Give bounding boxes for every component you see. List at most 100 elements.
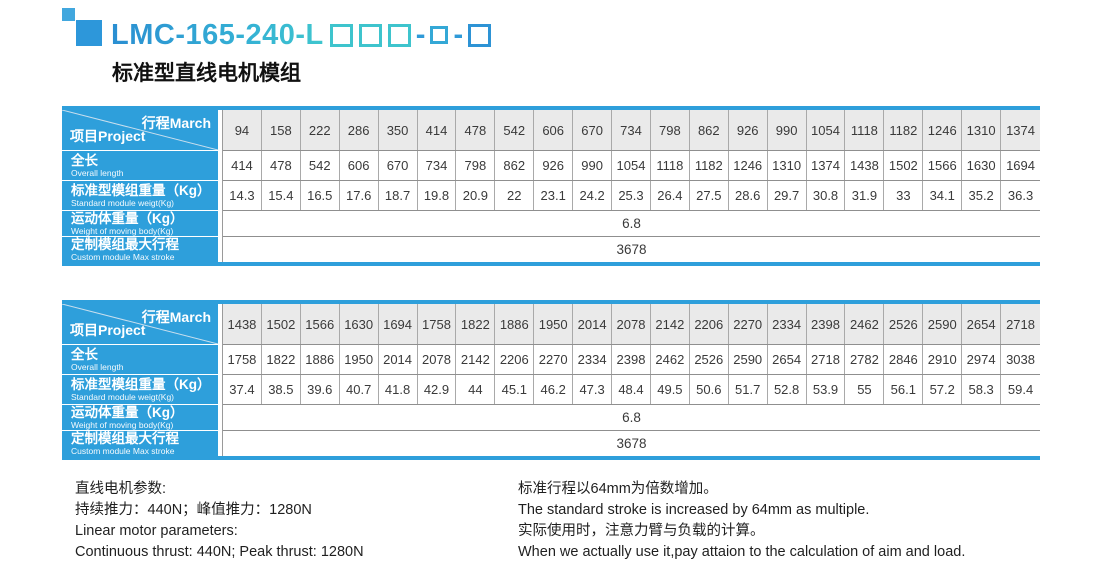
overall-length-value: 2014	[379, 345, 418, 374]
row-label-en: Standard module weigt(Kg)	[71, 392, 175, 402]
row-label-zh: 运动体重量（Kg）	[71, 405, 184, 420]
spec-table-1: 行程March 项目Project 全长 Overall length 标准型模组重量（…	[62, 106, 1040, 266]
module-weight-value: 48.4	[612, 375, 651, 404]
stroke-value: 1950	[534, 304, 574, 344]
overall-length-value: 3038	[1006, 352, 1035, 367]
overall-length-value: 1246	[729, 151, 768, 180]
overall-length-value: 1374	[807, 151, 846, 180]
footer-motor-params: 直线电机参数: 持续推力：440N；峰值推力：1280N Linear moto…	[75, 479, 505, 563]
model-dash: -	[415, 18, 426, 51]
model-dash: -	[453, 18, 464, 51]
row-label: 运动体重量（Kg） Weight of moving body(Kg)	[62, 404, 218, 430]
row-label-zh: 定制模组最大行程	[71, 431, 179, 446]
module-weight-value: 53.9	[807, 375, 846, 404]
overall-length-value: 2654	[768, 345, 807, 374]
stroke-value: 1694	[379, 304, 418, 344]
overall-length-value: 2590	[729, 345, 768, 374]
table-bottom-border	[62, 262, 1040, 266]
stroke-value: 670	[573, 110, 613, 150]
row-label-en: Overall length	[71, 362, 124, 372]
module-weight-value: 22	[495, 181, 535, 210]
row-label: 定制模组最大行程 Custom module Max stroke	[62, 236, 218, 262]
module-weight-value: 25.3	[612, 181, 651, 210]
stroke-value: 1310	[962, 110, 1002, 150]
custom-max-stroke-value: 3678	[223, 430, 1040, 456]
module-weight-value: 18.7	[379, 181, 418, 210]
footer-line: 持续推力：440N；峰值推力：1280N	[75, 502, 312, 518]
stroke-value: 2014	[573, 304, 613, 344]
stroke-value: 414	[418, 110, 457, 150]
corner-project-label: 项目Project	[70, 128, 146, 144]
stroke-value: 1118	[845, 110, 885, 150]
module-weight-value: 31.9	[845, 181, 885, 210]
overall-length-value: 2462	[651, 345, 690, 374]
module-weight-value: 23.1	[534, 181, 574, 210]
module-weight-value: 58.3	[962, 375, 1002, 404]
overall-length-value: 862	[495, 151, 535, 180]
module-weight-row: 37.4 38.5 39.6 40.7 41.8 42.9 44 45.1 46.2 47.3 48…	[223, 374, 1040, 404]
overall-length-value: 606	[340, 151, 379, 180]
footer-line: When we actually use it,pay attaion to t…	[518, 544, 966, 560]
module-weight-row: 14.3 15.4 16.5 17.6 18.7 19.8 20.9 22 23.1 24.2 25…	[223, 180, 1040, 210]
overall-length-row: 414 478 542 606 670 734 798 862 926 990 1054 1118 11…	[223, 150, 1040, 180]
overall-length-value: 1566	[923, 151, 963, 180]
model-placeholder-box	[387, 23, 411, 47]
diagonal-divider-line	[62, 304, 218, 344]
overall-length-value: 1630	[962, 151, 1002, 180]
row-label-en: Overall length	[71, 168, 124, 178]
table-bottom-border	[62, 456, 1040, 460]
row-label-zh: 标准型模组重量（Kg）	[71, 377, 211, 392]
stroke-value: 1630	[340, 304, 379, 344]
stroke-value: 606	[534, 110, 574, 150]
overall-length-value: 542	[301, 151, 340, 180]
overall-length-value: 734	[418, 151, 457, 180]
module-weight-value: 38.5	[262, 375, 301, 404]
footer-line: The standard stroke is increased by 64mm…	[518, 502, 870, 518]
overall-length-value: 2910	[923, 345, 963, 374]
overall-length-value: 1950	[340, 345, 379, 374]
module-weight-value: 28.6	[729, 181, 768, 210]
stroke-value: 734	[612, 110, 651, 150]
stroke-value: 2462	[845, 304, 885, 344]
footer-stroke-notes: 标准行程以64mm为倍数增加。 The standard stroke is i…	[518, 479, 1078, 563]
overall-length-value: 798	[456, 151, 496, 180]
data-grid: 94 158 222 286 350 414 478 542 606 670 734 798 862 92…	[222, 110, 1040, 262]
module-weight-value: 46.2	[534, 375, 574, 404]
stroke-value: 1438	[223, 304, 262, 344]
stroke-value: 2590	[923, 304, 963, 344]
stroke-header-row: 94 158 222 286 350 414 478 542 606 670 734 798 862 92…	[223, 110, 1040, 150]
model-number-title: LMC-165-240-L --	[111, 16, 494, 54]
stroke-value: 2078	[612, 304, 651, 344]
overall-length-value: 2270	[534, 345, 574, 374]
stroke-value: 1502	[262, 304, 301, 344]
stroke-value: 94	[223, 110, 262, 150]
row-label-en: Custom module Max stroke	[71, 252, 175, 262]
model-placeholder-box	[329, 23, 353, 47]
row-label-zh: 全长	[71, 347, 98, 362]
table-body: 行程March 项目Project 全长 Overall length 标准型模组重量（…	[62, 110, 1040, 262]
module-weight-value: 49.5	[651, 375, 690, 404]
module-weight-value: 16.5	[301, 181, 340, 210]
stroke-value: 2206	[690, 304, 729, 344]
module-weight-value: 37.4	[223, 375, 262, 404]
corner-project-label: 项目Project	[70, 322, 146, 338]
corner-stroke-label: 行程March	[141, 115, 211, 131]
overall-length-row: 1758 1822 1886 1950 2014 2078 2142 2206 2270 2334…	[223, 344, 1040, 374]
module-weight-value: 56.1	[884, 375, 924, 404]
decor-square-large	[76, 20, 102, 46]
stroke-value: 2654	[962, 304, 1002, 344]
row-label-zh: 运动体重量（Kg）	[71, 211, 184, 226]
model-number-text: LMC-165-240-L	[111, 18, 324, 51]
overall-length-value: 2846	[884, 345, 924, 374]
overall-length-value: 1118	[651, 151, 690, 180]
row-label: 标准型模组重量（Kg） Standard module weigt(Kg)	[62, 374, 218, 404]
moving-body-weight-value: 6.8	[223, 210, 1040, 236]
stroke-value: 862	[690, 110, 729, 150]
stroke-value: 1886	[495, 304, 535, 344]
footer-line: 标准行程以64mm为倍数增加。	[518, 481, 718, 497]
custom-max-stroke-value: 3678	[223, 236, 1040, 262]
spec-table-2: 行程March 项目Project 全长 Overall length 标准型模组重量（…	[62, 300, 1040, 460]
overall-length-value: 478	[262, 151, 301, 180]
overall-length-value: 2078	[418, 345, 457, 374]
module-weight-value: 59.4	[1007, 382, 1034, 397]
